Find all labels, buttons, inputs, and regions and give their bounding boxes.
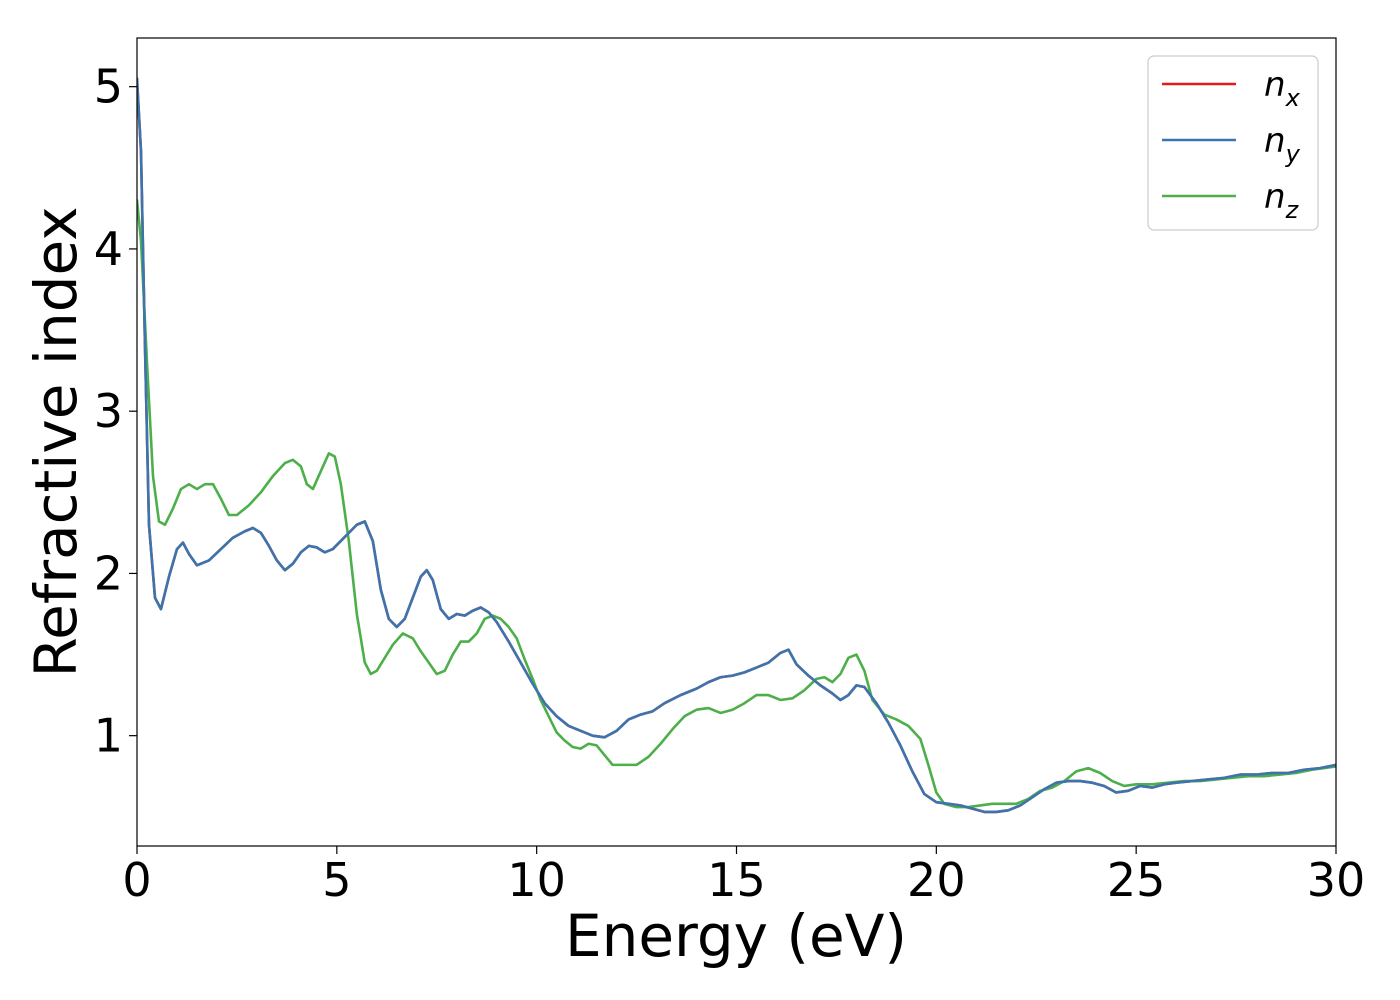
y-tick-label: 5 xyxy=(94,60,123,114)
x-tick-label: 25 xyxy=(1107,853,1166,907)
y-axis-label: Refractive index xyxy=(22,206,90,677)
series-line-ny xyxy=(137,77,1336,814)
y-tick-label: 4 xyxy=(94,222,123,276)
legend-label-ny: ny xyxy=(1264,121,1301,168)
y-tick-label: 2 xyxy=(94,546,123,600)
legend-label-nz: nz xyxy=(1264,177,1300,224)
y-tick-label: 1 xyxy=(94,709,123,763)
x-tick-label: 30 xyxy=(1307,853,1366,907)
legend-label-base: n xyxy=(1264,121,1286,161)
x-tick-label: 15 xyxy=(707,853,766,907)
y-tick-label: 3 xyxy=(94,384,123,438)
x-axis-ticks: 0 5 10 15 20 25 30 xyxy=(122,846,1365,907)
legend-box xyxy=(1147,55,1319,231)
series-line-nz xyxy=(137,198,1336,809)
legend-label-subscript: y xyxy=(1285,140,1301,168)
x-tick-label: 0 xyxy=(122,853,151,907)
legend-label-base: n xyxy=(1264,65,1286,105)
legend-label-subscript: z xyxy=(1285,196,1300,224)
y-axis-ticks: 1 2 3 4 5 xyxy=(94,60,137,763)
legend-label-subscript: x xyxy=(1285,84,1301,112)
x-tick-label: 5 xyxy=(322,853,351,907)
legend-label-base: n xyxy=(1264,177,1286,217)
legend-label-nx: nx xyxy=(1264,65,1301,112)
x-tick-label: 20 xyxy=(907,853,966,907)
x-tick-label: 10 xyxy=(507,853,566,907)
x-axis-label: Energy (eV) xyxy=(565,902,907,970)
series-layer xyxy=(137,77,1336,814)
